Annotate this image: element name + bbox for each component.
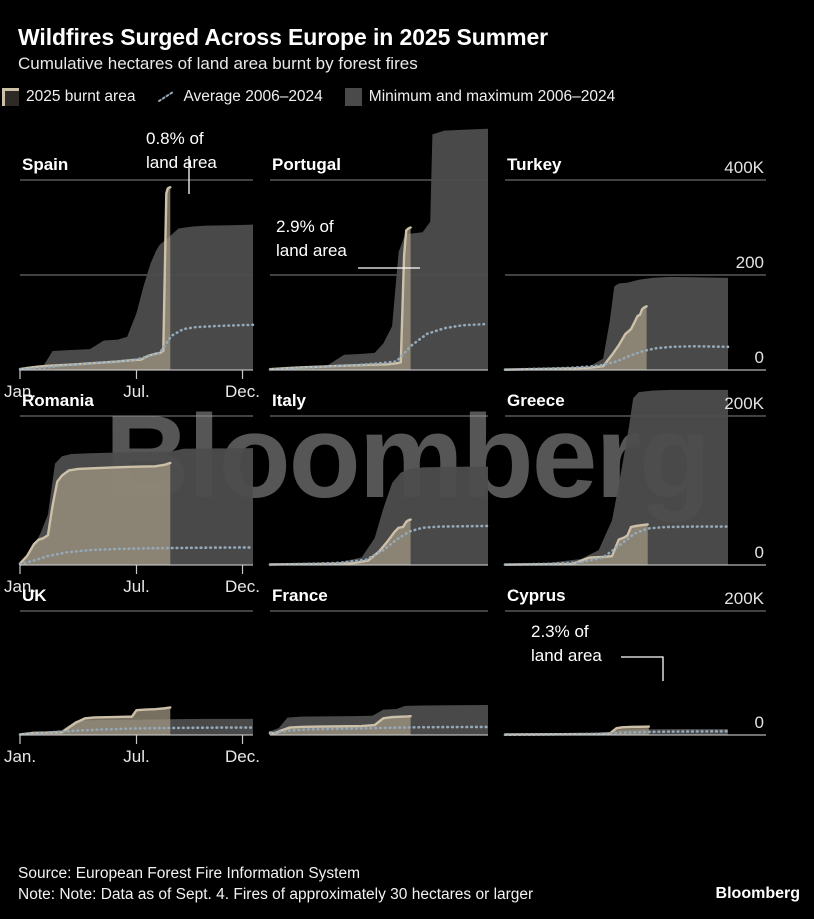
panel-annotation-line: land area (276, 241, 347, 260)
chart-panel-italy: Italy (268, 380, 503, 575)
panel-annotation-line: 2.3% of (531, 622, 589, 641)
chart-panel-portugal: Portugal 2.9% of land area (268, 120, 503, 380)
legend-item-average: Average 2006–2024 (157, 87, 323, 106)
x-axis-tick-label: Dec. (225, 747, 260, 766)
panel-title: Greece (507, 391, 565, 410)
x-axis-tick-label: Jul. (123, 382, 149, 401)
chart-panel-uk: Jan. Jul. Dec. UK (4, 575, 268, 766)
y-axis-tick-label: 400K (724, 158, 764, 177)
x-axis-tick-label: Jul. (123, 747, 149, 766)
page-title: Wildfires Surged Across Europe in 2025 S… (18, 24, 548, 50)
bloomberg-logo: Bloomberg (715, 885, 800, 902)
panel-annotation-line: land area (146, 153, 217, 172)
chart-legend: 2025 burnt area Average 2006–2024 Minimu… (0, 87, 814, 106)
panel-title: France (272, 586, 328, 605)
chart-panel-turkey: 400K 200 0 Turkey (503, 120, 798, 380)
y-axis-tick-label: 0 (755, 348, 764, 367)
panel-annotation-line: 0.8% of (146, 129, 204, 148)
chart-panel-france: France (268, 575, 503, 750)
footnotes: Source: European Forest Fire Information… (18, 864, 533, 905)
chart-footer: Source: European Forest Fire Information… (18, 864, 800, 905)
panel-title: Cyprus (507, 586, 566, 605)
panel-title: Spain (22, 155, 68, 174)
legend-label-average: Average 2006–2024 (183, 87, 323, 105)
panel-title: Portugal (272, 155, 341, 174)
x-axis-tick-label: Jul. (123, 577, 149, 596)
panel-title: Romania (22, 391, 94, 410)
chart-panel-spain: Jan. Jul. Dec. Spain 0.8% of land area (4, 120, 268, 401)
y-axis-tick-label: 200K (724, 589, 764, 608)
y-axis-tick-label: 0 (755, 713, 764, 732)
x-axis-tick-label: Jan. (4, 577, 36, 596)
y-axis-tick-label: 0 (755, 543, 764, 562)
legend-label-minmax: Minimum and maximum 2006–2024 (368, 87, 616, 105)
panel-title: Italy (272, 391, 307, 410)
legend-label-burnt-area: 2025 burnt area (26, 87, 136, 105)
chart-panel-cyprus: 200K 0 Cyprus 2.3% of land area (503, 575, 798, 750)
x-axis-tick-label: Dec. (225, 382, 260, 401)
panel-annotation-line: 2.9% of (276, 217, 334, 236)
note-text: Note: Note: Data as of Sept. 4. Fires of… (18, 885, 534, 903)
x-axis-tick-label: Jan. (4, 747, 36, 766)
minmax-band-swatch-icon (344, 87, 362, 106)
panel-title: Turkey (507, 155, 562, 174)
chart-header: Wildfires Surged Across Europe in 2025 S… (0, 0, 814, 75)
panel-annotation-line: land area (531, 646, 602, 665)
x-axis-tick-label: Dec. (225, 577, 260, 596)
burnt-area-swatch-icon (2, 87, 19, 106)
average-line-swatch-icon (157, 88, 176, 106)
legend-item-burnt-area: 2025 burnt area (2, 87, 136, 106)
page-subtitle: Cumulative hectares of land area burnt b… (18, 54, 418, 74)
chart-panel-romania: Jan. Jul. Dec. Romania (4, 380, 268, 596)
chart-panel-greece: 200K 0 Greece (503, 380, 798, 575)
y-axis-tick-label: 200 (736, 253, 764, 272)
source-text: Source: European Forest Fire Information… (18, 865, 361, 883)
x-axis-tick-label: Jan. (4, 382, 36, 401)
legend-item-minmax: Minimum and maximum 2006–2024 (344, 87, 616, 106)
y-axis-tick-label: 200K (724, 394, 764, 413)
small-multiples-grid: Jan. Jul. Dec. Spain 0.8% of land area Portuga… (0, 120, 814, 766)
panel-title: UK (22, 586, 47, 605)
